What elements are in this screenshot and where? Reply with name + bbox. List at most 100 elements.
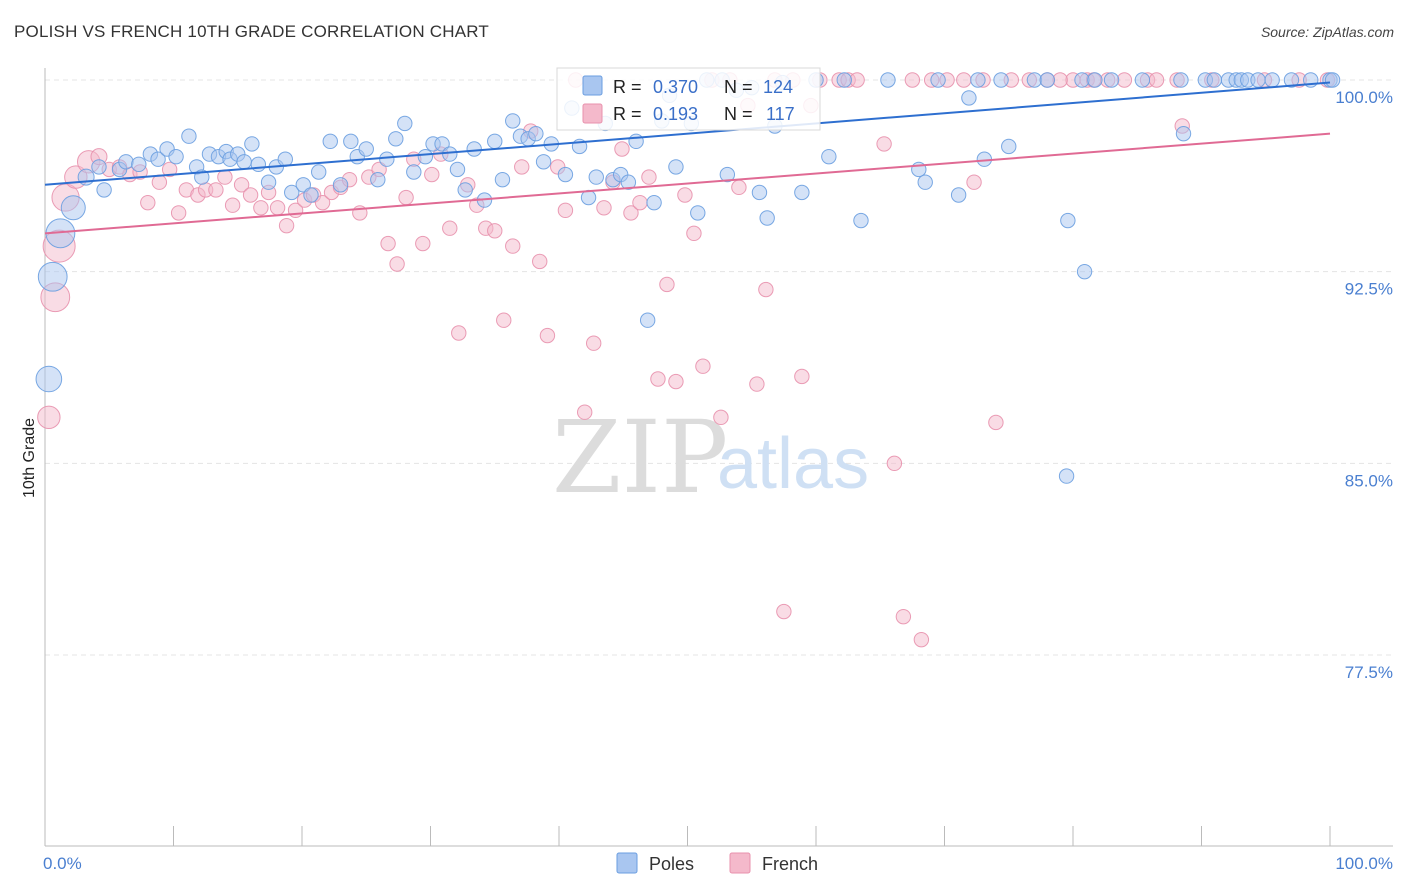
poles-point [970, 72, 986, 88]
poles-point [358, 141, 374, 157]
poles-point [96, 182, 112, 198]
french-point [557, 202, 574, 219]
french-point [614, 141, 630, 157]
axes [44, 68, 1393, 847]
french-point [713, 409, 729, 426]
french-point [224, 197, 241, 213]
poles-point [487, 133, 503, 150]
poles-point [950, 187, 967, 203]
poles-point [535, 154, 552, 170]
french-point [151, 174, 168, 190]
french-point [641, 169, 657, 185]
poles-point [442, 146, 458, 162]
poles-point [1076, 263, 1093, 280]
stats-n-value: 117 [766, 104, 795, 124]
legend-swatch-french [729, 852, 751, 874]
stats-n-value: 124 [763, 77, 793, 97]
french-point [876, 136, 892, 152]
poles-point [588, 169, 604, 185]
french-point [161, 161, 178, 178]
french-point [242, 187, 259, 203]
poles-point [494, 171, 511, 188]
french-point [886, 455, 903, 472]
poles-point [37, 261, 68, 292]
poles-point [1175, 125, 1192, 142]
poles-trendline [44, 81, 1331, 186]
poles-point [168, 148, 184, 165]
poles-point [1250, 72, 1266, 88]
poles-point [131, 156, 147, 173]
french-point [1052, 72, 1068, 88]
poles-point [880, 72, 896, 88]
poles-point [250, 156, 267, 173]
poles-point [1060, 212, 1076, 229]
french-point [758, 281, 774, 298]
french-point [532, 253, 548, 270]
french-point [415, 235, 431, 252]
poles-point [311, 164, 327, 180]
french-point [269, 200, 286, 216]
poles-point [244, 136, 260, 152]
french-point [677, 187, 693, 203]
french-point [233, 177, 250, 193]
poles-point [379, 151, 395, 167]
poles-points [35, 72, 1341, 484]
french-point [314, 194, 331, 211]
poles-point [1058, 468, 1075, 484]
x-tick-label: 100.0% [1335, 854, 1393, 873]
legend-swatch-poles [616, 852, 638, 874]
french-point [539, 327, 556, 344]
x-tick-label: 0.0% [43, 854, 82, 873]
french-point [253, 200, 269, 216]
poles-point [1173, 72, 1189, 88]
poles-point [528, 125, 544, 142]
poles-point [1087, 72, 1103, 88]
french-point [380, 235, 396, 252]
french-point [140, 194, 156, 211]
french-point [749, 376, 765, 392]
poles-point [1026, 72, 1043, 88]
poles-point [322, 133, 338, 150]
poles-point [690, 205, 706, 221]
french-point [1148, 72, 1165, 88]
french-point [170, 205, 187, 221]
french-point [731, 179, 747, 196]
poles-point [1039, 72, 1056, 88]
poles-point [930, 72, 946, 88]
poles-point [505, 113, 521, 129]
poles-point [370, 171, 386, 188]
stats-row-poles: R = 0.370 N = 124 [582, 75, 793, 97]
poles-point [759, 210, 775, 226]
french-point [695, 358, 711, 374]
french-point [442, 220, 458, 236]
poles-point [397, 115, 413, 132]
poles-point [181, 128, 197, 144]
french-point [956, 72, 972, 88]
poles-point [961, 90, 977, 106]
poles-point [1134, 72, 1151, 88]
poles-point [35, 365, 63, 393]
french-point [659, 276, 675, 293]
poles-point [343, 133, 359, 150]
poles-point [150, 151, 166, 167]
watermark: ZIP atlas [552, 399, 869, 516]
poles-point [60, 195, 86, 221]
french-point [451, 325, 467, 341]
poles-point [557, 166, 574, 183]
poles-point [917, 174, 933, 190]
stats-r-label: R = [613, 104, 642, 124]
poles-point [836, 72, 852, 88]
poles-point [260, 174, 277, 190]
x-tick-labels: 0.0% 100.0% [43, 854, 1393, 873]
stats-n-label: N = [724, 77, 753, 97]
legend: Poles French [616, 852, 818, 874]
poles-point [628, 133, 644, 150]
poles-point [821, 148, 837, 165]
french-point [278, 217, 295, 234]
poles-point [1264, 72, 1280, 88]
poles-point [457, 182, 473, 198]
y-tick-label: 77.5% [1345, 663, 1393, 682]
french-point [505, 238, 521, 254]
legend-label-french: French [762, 854, 818, 874]
poles-point [646, 194, 662, 211]
